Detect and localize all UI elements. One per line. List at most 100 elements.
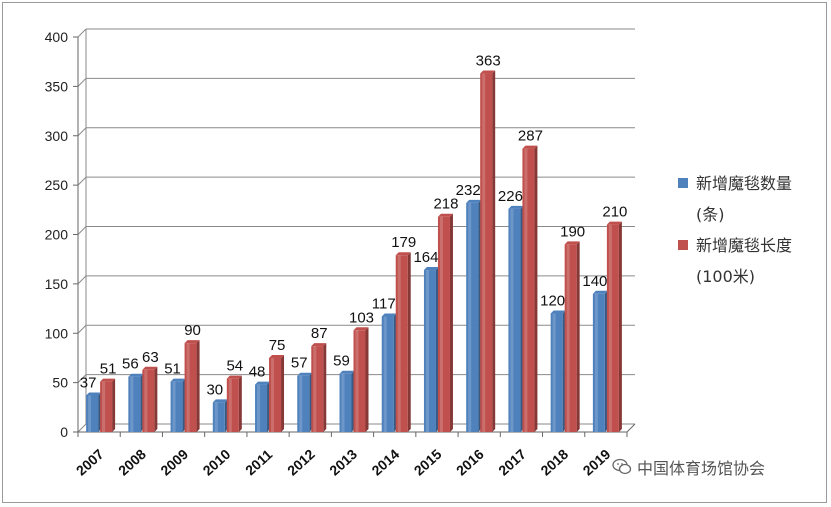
x-axis-depth-line	[626, 423, 636, 433]
bar-side	[323, 343, 327, 432]
gridline-depth	[77, 226, 87, 235]
bar-top	[522, 145, 538, 149]
bar-highlight	[299, 375, 303, 432]
data-label: 164	[413, 249, 438, 266]
data-label: 63	[142, 349, 159, 366]
bar-length	[184, 343, 197, 432]
y-tick-label: 50	[52, 375, 68, 391]
bar-count	[297, 375, 310, 432]
bar-highlight	[524, 148, 528, 432]
bar-count	[508, 208, 521, 432]
data-label: 90	[184, 322, 201, 339]
bar-top	[142, 366, 158, 370]
x-tick-label: 2017	[495, 446, 529, 479]
watermark: 中国体育场馆协会	[612, 455, 765, 479]
data-label: 51	[100, 361, 117, 378]
bar-highlight	[341, 373, 345, 432]
bar-side	[112, 378, 116, 432]
bar-top	[466, 199, 482, 203]
legend-item-count: 新增魔毯数量 (条)	[678, 168, 818, 230]
bar-highlight	[468, 202, 472, 432]
bar-side	[238, 375, 242, 432]
x-tick-label: 2013	[326, 446, 360, 479]
data-label: 226	[498, 188, 523, 205]
bar-highlight	[439, 216, 443, 432]
gridline-depth	[77, 324, 87, 334]
y-axis-ticks: 0 50 100 150 200 250 300 350 400	[45, 29, 78, 440]
x-tick-label: 2008	[115, 446, 149, 479]
bar-side	[365, 327, 369, 432]
x-tick-label: 2015	[411, 446, 445, 479]
legend-swatch-count	[678, 178, 688, 188]
gridline-depth	[77, 374, 87, 383]
bar-top	[311, 343, 327, 347]
bar-top	[480, 70, 496, 74]
bar-side	[576, 241, 580, 432]
legend-label-count-line2: (条)	[696, 205, 725, 224]
legend-swatch-length	[678, 240, 688, 250]
bar-side	[534, 145, 538, 432]
bar-highlight	[482, 73, 486, 432]
bar-top	[170, 378, 186, 382]
gridline-depth	[77, 275, 87, 285]
y-tick-label: 200	[45, 227, 69, 243]
bar-count	[86, 395, 99, 432]
data-label: 363	[476, 53, 501, 70]
data-label: 56	[122, 356, 139, 373]
bars	[86, 70, 622, 432]
bar-highlight	[130, 376, 134, 432]
bar-highlight	[355, 330, 359, 432]
bar-highlight	[102, 381, 106, 432]
bar-highlight	[257, 384, 261, 432]
data-label: 59	[333, 353, 350, 370]
bar-top	[508, 205, 524, 209]
data-label: 120	[540, 293, 565, 310]
bar-length	[100, 381, 113, 432]
bar-highlight	[186, 343, 190, 432]
bar-highlight	[214, 402, 218, 432]
bar-side	[449, 213, 453, 432]
x-tick-label: 2016	[453, 446, 487, 479]
bar-top	[86, 392, 102, 396]
bar-highlight	[313, 346, 317, 432]
data-label: 190	[560, 223, 585, 240]
bar-count	[423, 270, 436, 432]
bar-highlight	[397, 255, 401, 432]
x-tick-label: 2018	[537, 446, 571, 479]
gridline-depth	[77, 28, 87, 38]
bar-highlight	[552, 313, 556, 432]
bar-highlight	[88, 395, 92, 432]
bar-highlight	[271, 357, 275, 432]
bar-highlight	[228, 378, 232, 432]
bar-count	[128, 376, 141, 432]
bar-top	[212, 399, 228, 403]
bar-top	[269, 354, 285, 358]
data-label: 103	[349, 309, 374, 326]
gridline-depth	[77, 127, 87, 137]
x-tick-label: 2011	[242, 446, 275, 478]
gridline-depth	[77, 423, 87, 433]
data-label: 210	[602, 204, 627, 221]
bar-side	[281, 354, 285, 432]
x-tick-label: 2014	[368, 446, 402, 479]
bar-highlight	[383, 316, 387, 432]
data-label: 232	[456, 182, 481, 199]
bar-count	[170, 381, 183, 432]
bar-count	[550, 313, 563, 432]
bar-top	[339, 370, 355, 374]
legend-label-length-line1: 新增魔毯长度	[696, 236, 793, 255]
y-tick-label: 100	[45, 325, 69, 341]
legend-label-count-line1: 新增魔毯数量	[696, 174, 793, 193]
bar-side	[492, 70, 496, 432]
bar-side	[618, 221, 622, 432]
bar-top	[606, 221, 622, 225]
x-axis-ticks: 2007 2008 2009 2010 2011 2012 2013 2014 2015 2016…	[73, 432, 628, 479]
bar-top	[423, 267, 439, 271]
bar-top	[128, 373, 144, 377]
y-tick-label: 250	[45, 177, 69, 193]
data-label: 117	[372, 295, 396, 312]
bar-count	[339, 373, 352, 432]
bar-length	[142, 369, 155, 432]
bar-top	[100, 378, 116, 382]
